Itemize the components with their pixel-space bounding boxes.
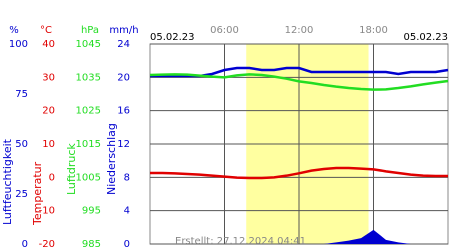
- y-tick-label: 1045: [76, 39, 101, 50]
- y-tick-label: 50: [15, 139, 28, 150]
- y-tick-label: 0: [22, 239, 28, 250]
- precipitation-area: [150, 229, 448, 244]
- date-right: 05.02.23: [403, 32, 448, 43]
- y-tick-label: 20: [42, 106, 55, 117]
- y-tick-label: 75: [15, 89, 28, 100]
- axis-title: Luftfeuchtigkeit: [1, 138, 14, 225]
- y-tick-label: 985: [82, 239, 101, 250]
- y-tick-label: 10: [42, 139, 55, 150]
- x-tick-label: 18:00: [359, 25, 388, 36]
- y-tick-label: 1035: [76, 72, 101, 83]
- axis-unit: hPa: [81, 25, 99, 36]
- y-tick-label: -10: [39, 206, 55, 217]
- axis-title: Luftdruck: [65, 143, 78, 195]
- y-tick-label: 24: [117, 39, 130, 50]
- series-line: [149, 73, 449, 91]
- axis-unit: %: [9, 25, 19, 36]
- y-tick-label: 995: [82, 206, 101, 217]
- y-tick-label: 8: [124, 172, 130, 183]
- y-tick-label: 16: [117, 106, 130, 117]
- y-tick-label: 40: [42, 39, 55, 50]
- x-tick-label: 12:00: [285, 25, 314, 36]
- y-tick-label: 0: [49, 172, 55, 183]
- x-tick-label: 06:00: [210, 25, 239, 36]
- y-tick-label: 20: [117, 72, 130, 83]
- axis-unit: °C: [40, 25, 52, 36]
- axis-title: Niederschlag: [105, 123, 118, 195]
- plot: [149, 43, 449, 245]
- y-tick-label: 1025: [76, 106, 101, 117]
- y-tick-label: -20: [39, 239, 55, 250]
- y-tick-label: 30: [42, 72, 55, 83]
- y-tick-label: 0: [124, 239, 130, 250]
- y-tick-label: 100: [9, 39, 28, 50]
- y-tick-label: 4: [124, 206, 130, 217]
- y-tick-label: 12: [117, 139, 130, 150]
- series-line: [150, 166, 448, 180]
- y-tick-label: 25: [15, 189, 28, 200]
- y-tick-label: 1005: [76, 172, 101, 183]
- date-left: 05.02.23: [150, 32, 195, 43]
- axis-unit: mm/h: [109, 25, 138, 36]
- footnote: Erstellt: 27.12.2024 04:41: [175, 236, 306, 247]
- y-tick-label: 1015: [76, 139, 101, 150]
- axis-title: Temperatur: [31, 161, 44, 226]
